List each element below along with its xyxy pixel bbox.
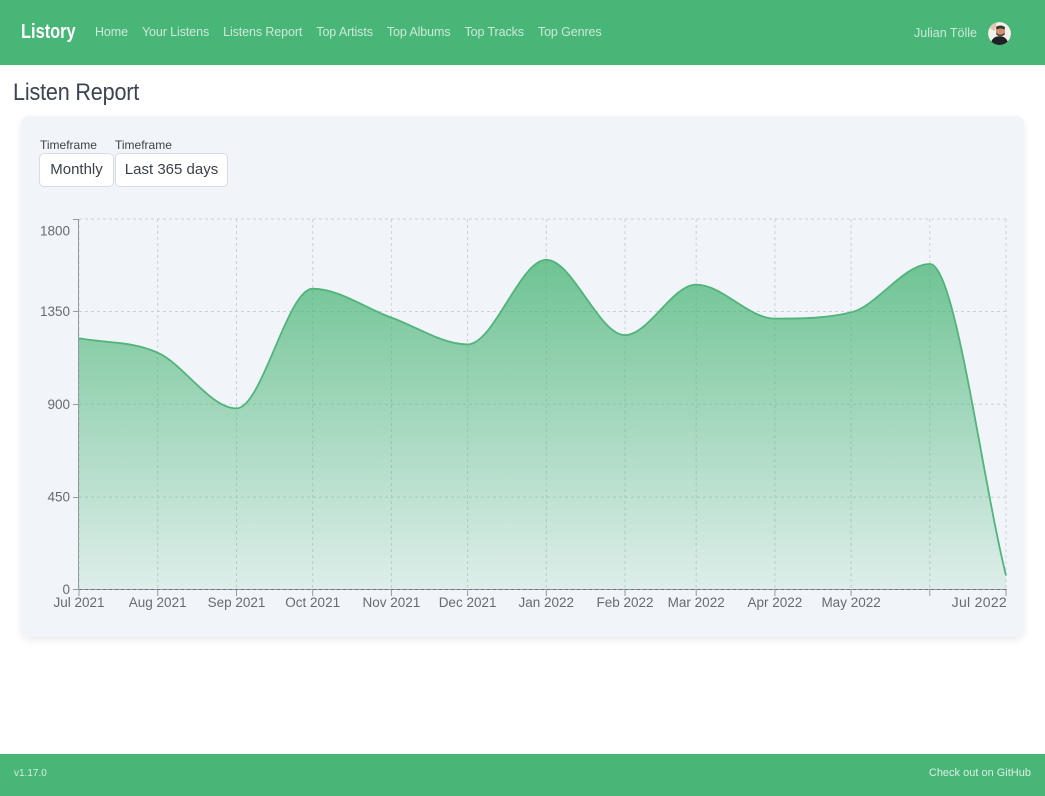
svg-text:Mar 2022: Mar 2022 [668,595,725,610]
svg-text:0: 0 [62,582,70,597]
svg-text:Apr 2022: Apr 2022 [748,595,803,610]
svg-text:Nov 2021: Nov 2021 [363,595,421,610]
svg-text:1800: 1800 [40,224,70,239]
svg-text:Jul 2021: Jul 2021 [53,595,104,610]
svg-text:Dec 2021: Dec 2021 [439,595,497,610]
svg-text:450: 450 [47,490,70,505]
svg-text:Aug 2021: Aug 2021 [129,595,187,610]
svg-text:Jul 2022: Jul 2022 [952,594,1007,610]
svg-text:Feb 2022: Feb 2022 [596,595,653,610]
svg-text:Oct 2021: Oct 2021 [285,595,340,610]
svg-text:900: 900 [47,397,70,412]
svg-text:Jan 2022: Jan 2022 [519,595,575,610]
svg-text:Sep 2021: Sep 2021 [208,595,266,610]
svg-text:1350: 1350 [40,304,70,319]
svg-text:May 2022: May 2022 [821,595,880,610]
